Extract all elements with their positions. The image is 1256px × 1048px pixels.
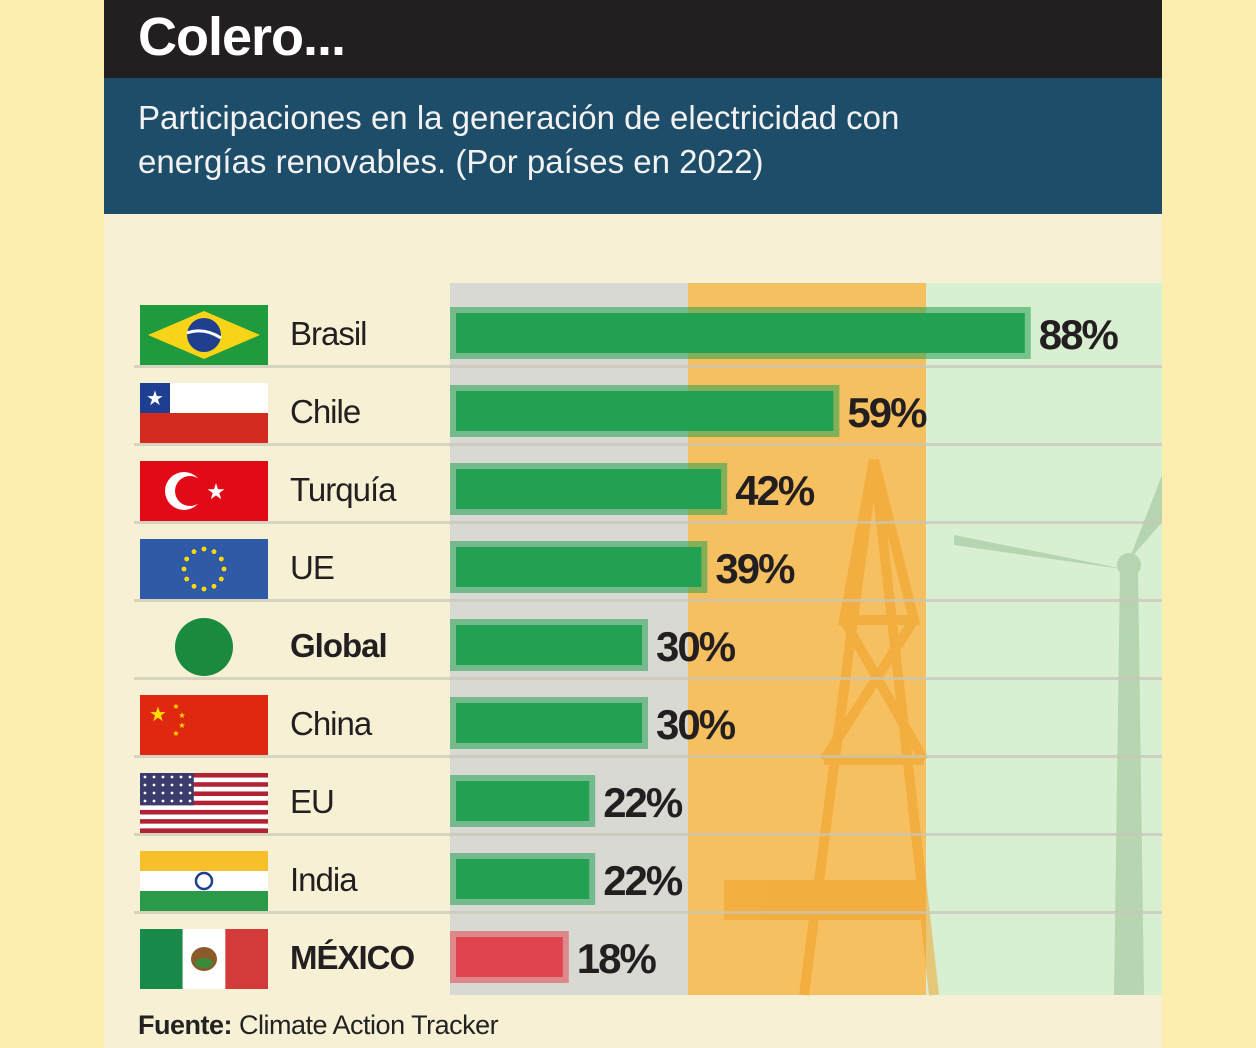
turkey-flag-icon: ★ [140,461,268,521]
bar [456,781,590,821]
china-flag-icon: ★ ★ ★ ★ ★ [140,695,268,755]
bar-chart: Brasil 88% ★ Chile 59% ★ Turquía 42% UE 39% Glob… [134,283,1162,996]
subtitle-bar: Participaciones en la generación de elec… [104,78,1162,214]
bar [456,703,642,743]
svg-text:★: ★ [178,711,185,720]
bar [456,547,702,587]
row-divider [134,755,1162,758]
source-note: Fuente: Climate Action Tracker [138,1010,499,1041]
row-divider [134,911,1162,914]
category-label: India [290,861,358,898]
wind-turbine-illustration [954,475,1162,995]
value-label: 39% [715,545,795,592]
bar [456,625,642,665]
source-text: Climate Action Tracker [239,1010,499,1040]
category-label: UE [290,549,334,586]
value-label: 22% [603,857,683,904]
global-circle-icon [175,618,233,676]
svg-text:★: ★ [149,702,167,726]
india-flag-icon [140,851,268,911]
svg-text:★: ★ [146,386,164,410]
row-divider [134,833,1162,836]
bar [456,313,1025,353]
category-label: Turquía [290,471,397,508]
chile-flag-icon: ★ [140,383,268,443]
brazil-flag-icon [140,305,268,365]
value-label: 30% [656,623,736,670]
svg-text:★: ★ [172,729,179,738]
bar [456,859,590,899]
value-label: 22% [603,779,683,826]
category-label: Chile [290,393,360,430]
source-label: Fuente: [138,1010,233,1040]
category-label: Brasil [290,315,367,352]
title-bar: Colero... [104,0,1162,78]
value-label: 88% [1039,311,1119,358]
bar [456,937,563,977]
category-label: Global [290,627,387,664]
row-divider [134,599,1162,602]
value-label: 42% [735,467,815,514]
category-label: China [290,705,373,742]
row-divider [134,443,1162,446]
row-divider [134,365,1162,368]
svg-text:★: ★ [206,480,226,505]
mexico-flag-icon [140,929,268,989]
power-tower-illustration [724,458,939,996]
row-divider [134,677,1162,680]
background-band-green [926,283,1162,995]
bar [456,469,722,509]
bar [456,391,834,431]
row-divider [134,521,1162,524]
chart-subtitle: Participaciones en la generación de elec… [138,99,900,180]
value-label: 30% [656,701,736,748]
eu-flag-icon [140,539,268,599]
chart-title: Colero... [138,7,346,67]
value-label: 59% [847,389,927,436]
category-label: EU [290,783,334,820]
value-label: 18% [577,935,657,982]
svg-text:★: ★ [178,721,185,730]
category-label: MÉXICO [290,939,415,976]
usa-flag-icon [140,773,268,833]
svg-text:★: ★ [172,702,179,711]
infographic-card: Brasil 88% ★ Chile 59% ★ Turquía 42% UE 39% Glob… [104,0,1162,1048]
